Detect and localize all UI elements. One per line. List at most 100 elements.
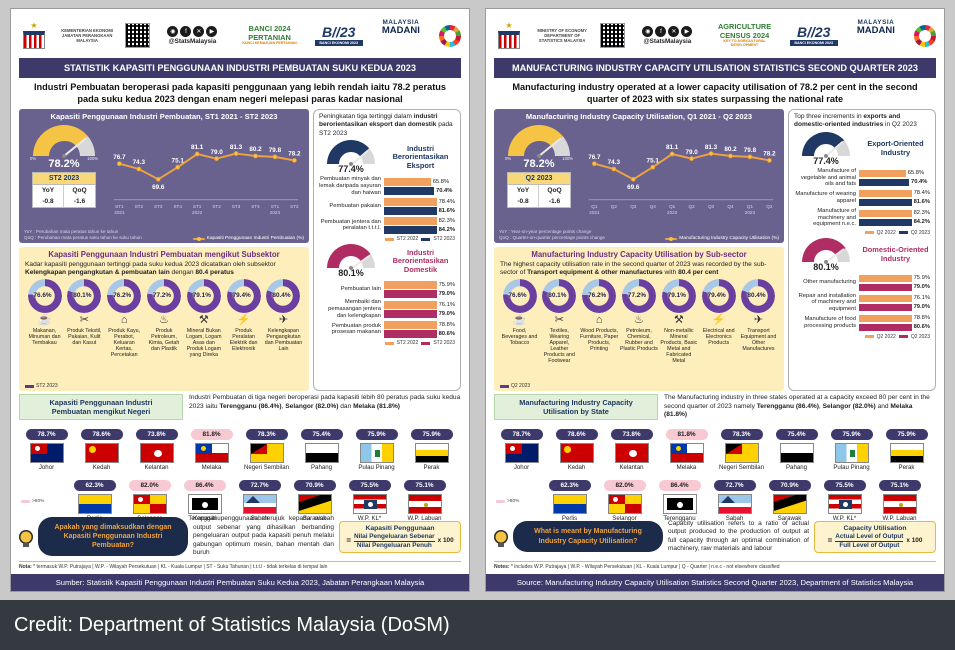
state-name: Johor bbox=[513, 464, 530, 472]
industry-bar-group: Manufacture of machinery and equipment n… bbox=[794, 208, 930, 228]
subsector-donut: 76.2% bbox=[107, 279, 142, 314]
bar-2023 bbox=[859, 198, 912, 207]
credit-bar: Credit: Department of Statistics Malaysi… bbox=[0, 600, 955, 650]
crest-star-icon: ★ bbox=[505, 21, 513, 31]
state-value-pill: 78.7% bbox=[500, 429, 543, 441]
subsector-value: 79.1% bbox=[192, 292, 211, 300]
bar-row-2022: 82.3% bbox=[859, 209, 930, 218]
legend-2022-label: ST2 2022 bbox=[396, 236, 419, 243]
national-gauge bbox=[33, 125, 95, 158]
bar-row-2023: 81.6% bbox=[384, 206, 455, 215]
ministry-line2: DEPARTMENT OF STATISTICS MALAYSIA bbox=[538, 32, 586, 44]
bar-2023-value: 80.6% bbox=[438, 330, 455, 337]
legend-2022-label: Q2 2022 bbox=[876, 229, 896, 236]
formula-denominator: Nilai Pengeluaran Penuh bbox=[356, 541, 432, 549]
industry-label: Manufacture of food processing products bbox=[804, 316, 856, 329]
text-segment: Melaka (81.8%) bbox=[664, 402, 913, 419]
state-name: Pulau Pinang bbox=[833, 464, 870, 472]
state-item: 72.7% Sabah bbox=[707, 474, 762, 522]
formula-numerator: Nilai Pengeluaran Sebenar bbox=[354, 532, 435, 542]
crest-shield-icon bbox=[498, 31, 520, 50]
jata-negara-logo: ★ bbox=[19, 22, 49, 50]
text-segment: exports and domestic-oriented industries bbox=[794, 113, 901, 129]
chart-footnotes: YoY : Year-on-year percentage points cha… bbox=[499, 229, 779, 241]
gauge-column: 0% 100% 78.2% Q2 2023 YoY QoQ -0.8 -1.6 bbox=[499, 121, 579, 221]
svg-text:76.7: 76.7 bbox=[588, 154, 601, 161]
svg-text:69.6: 69.6 bbox=[627, 184, 640, 191]
subsector-value: 76.6% bbox=[508, 292, 527, 300]
svg-text:Q4: Q4 bbox=[650, 204, 657, 209]
state-flag bbox=[559, 443, 594, 464]
export-gauge-col: 77.4% bbox=[319, 140, 383, 174]
svg-text:80.2: 80.2 bbox=[724, 146, 737, 153]
subsector-label: Produk Peralatan Elektrik dan Elektronik bbox=[229, 327, 258, 352]
state-value-pill: 78.3% bbox=[720, 429, 763, 441]
state-item: 82.0% Selangor bbox=[597, 474, 652, 522]
svg-text:Q4: Q4 bbox=[727, 204, 734, 209]
subsector-item: 77.2% ♨ Produk Petroleum, Kimia, Getah d… bbox=[144, 278, 183, 357]
state-item: 78.3% Negeri Sembilan bbox=[714, 423, 769, 471]
bar-2022-value: 75.9% bbox=[438, 281, 455, 288]
svg-text:ST2: ST2 bbox=[135, 204, 144, 209]
bar-track: 82.3% 84.2% bbox=[384, 216, 455, 234]
state-section-title: Kapasiti Penggunaan Industri Pembuatan m… bbox=[19, 394, 183, 421]
text-segment: with bbox=[662, 269, 679, 277]
gauge-min: 0% bbox=[505, 156, 512, 161]
national-gauge bbox=[508, 125, 570, 158]
state-value-pill: 75.1% bbox=[403, 480, 446, 492]
notes-text: * includes W.P. Putrajaya | W.P. - Wilay… bbox=[510, 564, 780, 571]
donut-ring bbox=[621, 279, 656, 314]
bar-track: 78.4% 81.6% bbox=[384, 197, 455, 215]
subsector-legend: Q2 2023 bbox=[500, 383, 530, 389]
state-value-pill: 75.5% bbox=[823, 480, 866, 492]
state-item: 73.8% Kelantan bbox=[604, 423, 659, 471]
domestic-bars: Pembuatan lain 75.9% 79.0% Membaiki dan … bbox=[319, 279, 455, 339]
state-name: Selangor bbox=[612, 515, 637, 523]
times-100: x 100 bbox=[437, 537, 454, 545]
svg-text:ST4: ST4 bbox=[251, 204, 260, 209]
state-name: Perlis bbox=[561, 515, 578, 523]
svg-text:2022: 2022 bbox=[667, 210, 678, 215]
gauge-value: 78.2% bbox=[48, 158, 80, 170]
subsector-donut: 80.1% bbox=[542, 279, 577, 314]
text-segment: 80.4 peratus bbox=[195, 269, 234, 277]
bar-track: 75.9% 79.0% bbox=[859, 274, 930, 292]
state-value-pill: 78.6% bbox=[555, 429, 598, 441]
bar-2023 bbox=[384, 207, 437, 215]
text-segment: Kadar kapasiti penggunaan tertinggi pada… bbox=[25, 261, 276, 268]
bar-2022-value: 76.1% bbox=[438, 301, 455, 308]
donut-ring bbox=[661, 279, 696, 314]
subsector-legend-swatch bbox=[25, 384, 34, 388]
bar-row-2022: 75.9% bbox=[859, 274, 930, 283]
industry-label: Pembuatan pakaian bbox=[329, 202, 381, 209]
svg-text:75.1: 75.1 bbox=[172, 157, 185, 164]
state-item: 81.8% Melaka bbox=[184, 423, 239, 471]
notes-line: Nota: * termasuk W.P. Putrajaya | W.P. -… bbox=[19, 561, 461, 572]
text-segment: Selangor (82.0%) bbox=[822, 402, 876, 410]
svg-text:Q3: Q3 bbox=[708, 204, 715, 209]
text-segment: pada ST2 2023 bbox=[319, 121, 453, 137]
period-box: ST2 2023 YoY QoQ -0.8 -1.6 bbox=[32, 172, 96, 208]
social-block: ◉ f ✕ ▶ @StatsMalaysia bbox=[635, 26, 699, 45]
bar-row-2022: 78.8% bbox=[384, 320, 455, 329]
yoy-qoq-notes: YoY : Year-on-year percentage points cha… bbox=[499, 229, 605, 241]
svg-text:Q2: Q2 bbox=[689, 204, 696, 209]
state-item: 75.1% W.P. Labuan bbox=[872, 474, 927, 522]
state-name: Perak bbox=[898, 464, 915, 472]
industry-label: Manufacture of vegetable and animal oils… bbox=[800, 167, 856, 188]
subsector-value: 80.1% bbox=[73, 292, 92, 300]
state-flag bbox=[827, 494, 862, 515]
domestic-gauge-col: 80.1% bbox=[794, 237, 858, 272]
state-item: 78.6% Kedah bbox=[74, 423, 129, 471]
subsector-icon: ⚒ bbox=[673, 314, 684, 327]
bar-row-2022: 78.8% bbox=[859, 314, 930, 323]
state-flag bbox=[407, 494, 442, 515]
state-flag bbox=[194, 443, 229, 464]
export-gauge-col: 77.4% bbox=[794, 131, 858, 166]
donut-ring bbox=[186, 279, 221, 314]
lightbulb-icon bbox=[494, 529, 508, 547]
state-name: Pulau Pinang bbox=[358, 464, 395, 472]
industry-label: Pembuatan minyak dan lemak daripada sayu… bbox=[319, 176, 381, 196]
period-label: Q2 2023 bbox=[508, 173, 570, 185]
subsector-item: 76.2% ⌂ Produk Kayu, Perabot, Keluaran K… bbox=[105, 278, 144, 358]
